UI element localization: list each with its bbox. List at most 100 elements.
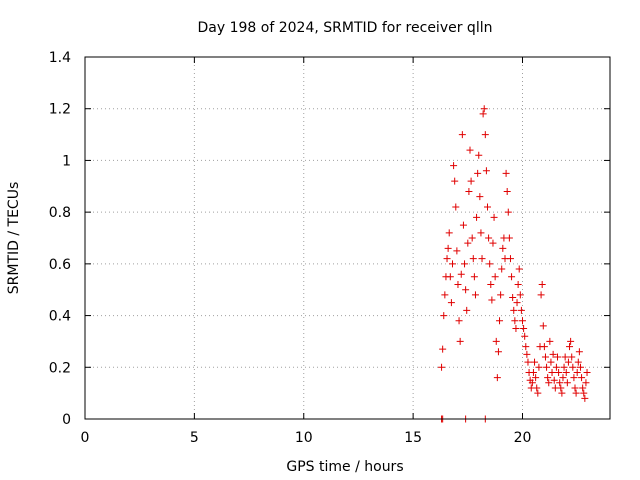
data-point bbox=[537, 291, 545, 299]
data-point bbox=[496, 317, 504, 325]
data-point bbox=[514, 281, 522, 289]
data-point bbox=[462, 286, 470, 294]
data-point bbox=[582, 379, 590, 387]
data-point bbox=[475, 151, 483, 159]
data-point bbox=[489, 239, 497, 247]
data-point bbox=[441, 291, 449, 299]
data-point bbox=[502, 169, 510, 177]
data-point bbox=[481, 131, 489, 139]
data-point bbox=[487, 281, 495, 289]
data-point bbox=[541, 353, 549, 361]
data-point bbox=[445, 229, 453, 237]
data-point bbox=[523, 350, 531, 358]
data-point bbox=[550, 376, 558, 384]
y-tick-label: 0.8 bbox=[49, 205, 71, 221]
data-point bbox=[486, 260, 494, 268]
y-axis-label: SRMTID / TECUs bbox=[6, 182, 22, 295]
data-point bbox=[562, 368, 570, 376]
tick-labels: 0 0.2 0.4 0.6 0.8 1 1.2 1.4 0 5 10 15 20 bbox=[49, 50, 532, 446]
data-point bbox=[564, 358, 572, 366]
y-tick-label: 0.6 bbox=[49, 257, 71, 273]
axis-ticks bbox=[84, 56, 610, 420]
data-point bbox=[517, 306, 525, 314]
data-point bbox=[447, 299, 455, 307]
data-point bbox=[503, 187, 511, 195]
data-point bbox=[512, 325, 520, 332]
y-tick-label: 1.4 bbox=[49, 50, 71, 66]
data-point bbox=[491, 273, 499, 281]
y-tick-label: 0.2 bbox=[49, 360, 71, 376]
data-point bbox=[468, 234, 476, 242]
data-point bbox=[575, 348, 583, 356]
data-point bbox=[494, 348, 502, 356]
data-point bbox=[446, 273, 454, 281]
data-point bbox=[439, 345, 447, 353]
y-tick-label: 0.4 bbox=[49, 309, 71, 325]
data-point bbox=[529, 368, 537, 376]
data-point bbox=[453, 247, 461, 255]
data-point bbox=[561, 353, 569, 361]
data-point bbox=[457, 270, 465, 278]
data-point bbox=[459, 221, 467, 229]
x-tick-label: 0 bbox=[81, 430, 90, 446]
y-tick-label: 0 bbox=[62, 412, 71, 428]
data-point bbox=[505, 234, 513, 242]
data-point bbox=[547, 358, 555, 366]
data-point bbox=[574, 358, 582, 366]
data-point bbox=[488, 296, 496, 304]
data-point bbox=[572, 389, 580, 397]
data-point bbox=[520, 325, 528, 332]
data-point bbox=[444, 244, 452, 252]
data-point bbox=[513, 299, 521, 307]
data-point bbox=[438, 363, 446, 371]
data-point bbox=[515, 265, 523, 273]
data-point bbox=[450, 162, 458, 170]
data-point bbox=[498, 265, 506, 273]
data-point bbox=[579, 384, 587, 392]
data-point bbox=[454, 281, 462, 289]
data-point bbox=[543, 363, 551, 371]
data-point bbox=[476, 193, 484, 201]
x-tick-label: 20 bbox=[514, 430, 532, 446]
grid-lines bbox=[85, 57, 610, 419]
data-point bbox=[576, 363, 584, 371]
data-point bbox=[511, 317, 519, 325]
data-point bbox=[571, 384, 579, 392]
data-points bbox=[438, 105, 591, 423]
data-point bbox=[558, 389, 566, 397]
data-point bbox=[583, 368, 591, 376]
data-point bbox=[524, 358, 532, 366]
data-point bbox=[560, 363, 568, 371]
data-point bbox=[504, 208, 512, 216]
data-point bbox=[533, 384, 541, 392]
data-point bbox=[443, 255, 451, 263]
data-point bbox=[539, 322, 547, 330]
data-point bbox=[469, 255, 477, 263]
data-point bbox=[493, 374, 501, 382]
data-point bbox=[480, 105, 488, 113]
chart-title: Day 198 of 2024, SRMTID for receiver qll… bbox=[198, 20, 493, 36]
data-point bbox=[467, 177, 475, 185]
data-point bbox=[563, 379, 571, 387]
data-point bbox=[578, 374, 586, 382]
data-point bbox=[548, 368, 556, 376]
data-point bbox=[508, 273, 516, 281]
data-point bbox=[473, 213, 481, 221]
data-point bbox=[463, 306, 471, 314]
data-point bbox=[568, 353, 576, 361]
y-tick-label: 1.2 bbox=[49, 102, 71, 118]
data-point bbox=[506, 255, 514, 263]
data-point bbox=[478, 255, 486, 263]
data-point bbox=[466, 146, 474, 154]
y-tick-label: 1 bbox=[62, 153, 71, 169]
data-point bbox=[540, 343, 548, 351]
data-point bbox=[452, 203, 460, 211]
data-point bbox=[490, 213, 498, 221]
data-point bbox=[470, 273, 478, 281]
data-point bbox=[580, 389, 588, 397]
data-point bbox=[556, 379, 564, 387]
plot-frame bbox=[84, 56, 611, 420]
data-point bbox=[440, 312, 448, 320]
data-point bbox=[492, 337, 500, 345]
x-axis-label: GPS time / hours bbox=[286, 459, 403, 475]
